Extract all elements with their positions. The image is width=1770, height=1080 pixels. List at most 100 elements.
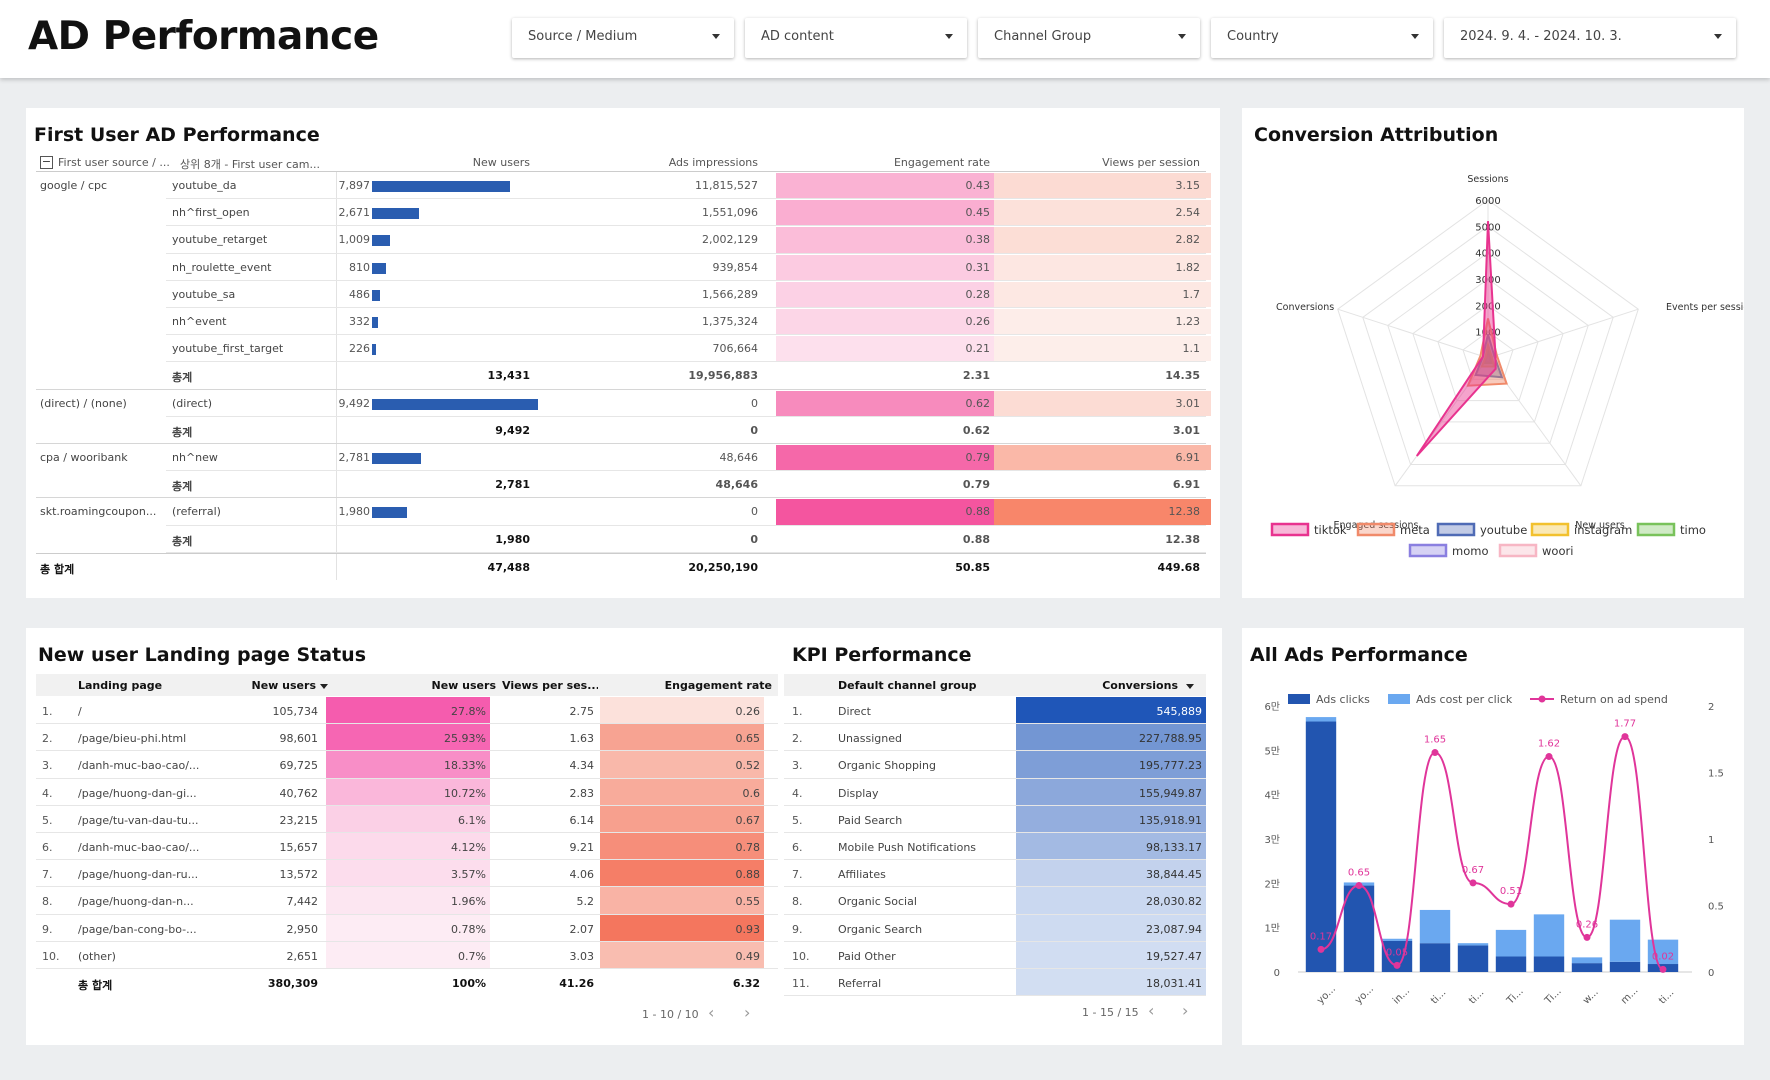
engagement-rate-value: 0.79 <box>962 478 990 492</box>
table-row[interactable]: skt.roamingcoupon... (referral) 1,980 0 0.88… <box>36 498 1211 526</box>
channel-name: Unassigned <box>838 732 902 746</box>
percent-value: 3.57% <box>451 868 486 882</box>
row-divider <box>166 361 1206 363</box>
bar-ads-clicks <box>1571 963 1603 972</box>
new-users-total: 9,492 <box>495 423 530 437</box>
landing-page-cell: /page/tu-van-dau-tu... <box>78 813 199 827</box>
table-row[interactable]: youtube_retarget 1,009 2,002,129 0.38 2.82 <box>36 226 1211 254</box>
views-per-session-value: 3.01 <box>1175 396 1201 410</box>
table-row[interactable]: 5. /page/tu-van-dau-tu... 23,215 6.1% 6.14 0.… <box>36 805 778 833</box>
filter-ad-content[interactable]: AD content <box>745 18 967 58</box>
row-index: 9. <box>792 922 803 936</box>
total-percent: 100% <box>452 977 486 990</box>
table-row[interactable]: cpa / wooribank nh^new 2,781 48,646 0.79 6.91 <box>36 444 1211 472</box>
table-row[interactable]: 10. Paid Other 19,527.47 <box>784 941 1206 969</box>
campaign-cell: (referral) <box>172 505 221 519</box>
column-header-sorted[interactable]: Conversions <box>1102 679 1178 692</box>
table-row[interactable]: 2. /page/bieu-phi.html 98,601 25.93% 1.63 0.6… <box>36 724 778 752</box>
column-header[interactable]: New users <box>431 679 496 692</box>
filter-channel-group[interactable]: Channel Group <box>978 18 1200 58</box>
roas-point <box>1393 961 1401 969</box>
landing-page-cell: /page/bieu-phi.html <box>78 732 187 746</box>
table-row[interactable]: 2. Unassigned 227,788.95 <box>784 724 1206 752</box>
new-users-bar <box>372 208 419 220</box>
chevron-right-icon[interactable]: › <box>744 1003 751 1022</box>
column-header[interactable]: Engagement rate <box>664 679 772 692</box>
views-heat-cell <box>994 227 1211 253</box>
table-row[interactable]: 총계 2,781 48,646 0.79 6.91 <box>36 471 1206 499</box>
table-row[interactable]: youtube_first_target 226 706,664 0.21 1.1 <box>36 335 1211 363</box>
table-row[interactable]: nh_roulette_event 810 939,854 0.31 1.82 <box>36 254 1211 281</box>
column-header[interactable]: First user source / ... <box>58 156 170 169</box>
table-row[interactable]: nh^first_open 2,671 1,551,096 0.45 2.54 <box>36 199 1211 227</box>
column-header[interactable]: Views per ses... <box>502 679 598 692</box>
table-row[interactable]: 1. Direct 545,889 <box>784 697 1206 725</box>
table-row[interactable]: 7. /page/huong-dan-ru... 13,572 3.57% 4.06 0.… <box>36 860 778 888</box>
table-row[interactable]: 3. Organic Shopping 195,777.23 <box>784 751 1206 779</box>
column-header[interactable]: New users <box>472 156 530 169</box>
filter-country[interactable]: Country <box>1211 18 1433 58</box>
bar-ads-clicks <box>1495 956 1527 972</box>
table-row[interactable]: 8. Organic Social 28,030.82 <box>784 887 1206 915</box>
views-per-session-value: 3.15 <box>1175 179 1201 192</box>
table-row[interactable]: 5. Paid Search 135,918.91 <box>784 805 1206 833</box>
column-header[interactable]: Default channel group <box>838 679 977 692</box>
date-range-picker[interactable]: 2024. 9. 4. - 2024. 10. 3. <box>1444 18 1736 58</box>
table-row[interactable]: 10. (other) 2,651 0.7% 3.03 0.49 <box>36 941 778 969</box>
roas-data-label: 1.77 <box>1614 719 1636 730</box>
table-row[interactable]: 총계 1,980 0 0.88 12.38 <box>36 526 1206 553</box>
y-right-tick-label: 0 <box>1708 968 1714 979</box>
table-row[interactable]: 9. Organic Search 23,087.94 <box>784 914 1206 942</box>
engagement-rate-value: 0.21 <box>965 342 991 356</box>
table-row[interactable]: 8. /page/huong-dan-n... 7,442 1.96% 5.2 0.55 <box>36 887 778 915</box>
source-cell: (direct) / (none) <box>40 396 127 410</box>
row-index: 1. <box>792 705 803 718</box>
table-row[interactable]: 9. /page/ban-cong-bo-... 2,950 0.78% 2.07 0.9… <box>36 914 778 942</box>
table-row[interactable]: 6. Mobile Push Notifications 98,133.17 <box>784 833 1206 861</box>
column-header[interactable]: Views per session <box>1102 156 1200 169</box>
filter-source-medium[interactable]: Source / Medium <box>512 18 734 58</box>
chevron-right-icon[interactable]: › <box>1182 1001 1189 1020</box>
table-row[interactable]: 7. Affiliates 38,844.45 <box>784 860 1206 888</box>
column-header[interactable]: 상위 8개 - First user cam... <box>180 158 320 171</box>
sort-desc-icon[interactable] <box>320 684 328 689</box>
percent-heat-cell <box>326 778 490 805</box>
chevron-left-icon[interactable]: ‹ <box>1148 1001 1155 1020</box>
engagement-heat-cell <box>600 914 764 941</box>
column-header-sorted[interactable]: New users <box>251 679 316 692</box>
column-header[interactable]: Ads impressions <box>668 156 758 169</box>
legend-swatch <box>1530 522 1570 537</box>
table-row[interactable]: nh^event 332 1,375,324 0.26 1.23 <box>36 308 1211 336</box>
row-index: 11. <box>792 977 810 990</box>
legend-swatch <box>1270 522 1310 537</box>
conversion-value: 23,087.94 <box>1146 922 1202 936</box>
engagement-heat-cell <box>776 227 994 253</box>
table-row[interactable]: 총계 9,492 0 0.62 3.01 <box>36 417 1206 444</box>
table-row[interactable]: (direct) / (none) (direct) 9,492 0 0.62 3.01 <box>36 390 1211 417</box>
engagement-heat-cell <box>776 173 994 199</box>
table-row[interactable]: google / cpc youtube_da 7,897 11,815,527 0.4… <box>36 172 1211 200</box>
table-row[interactable]: 4. /page/huong-dan-gi... 40,762 10.72% 2.83 0… <box>36 778 778 806</box>
views-per-session-value: 1.82 <box>1175 260 1201 274</box>
sort-desc-icon[interactable] <box>1186 684 1194 689</box>
table-row[interactable]: youtube_sa 486 1,566,289 0.28 1.7 <box>36 281 1211 308</box>
table-row[interactable]: 총계 13,431 19,956,883 2.31 14.35 <box>36 362 1206 390</box>
table-row[interactable]: 11. Referral 18,031.41 <box>784 969 1206 997</box>
column-header[interactable]: Engagement rate <box>893 156 990 169</box>
engagement-rate-value: 0.45 <box>965 206 991 220</box>
conversion-heat-cell <box>1016 751 1206 778</box>
row-index: 5. <box>792 813 803 827</box>
group-divider <box>36 443 1206 444</box>
table-row[interactable]: 3. /danh-muc-bao-cao/... 69,725 18.33% 4.34 0… <box>36 751 778 779</box>
table-row[interactable]: 4. Display 155,949.87 <box>784 778 1206 806</box>
conversion-panel: Conversion Attribution 1000 2000 3000 4000 5… <box>1242 108 1744 598</box>
collapse-icon[interactable]: − <box>40 155 53 169</box>
campaign-cell: nh^event <box>172 315 227 328</box>
column-header[interactable]: Landing page <box>78 679 163 692</box>
table-row[interactable]: 1. / 105,734 27.8% 2.75 0.26 <box>36 697 778 725</box>
new-users-total: 13,431 <box>487 369 530 383</box>
chevron-left-icon[interactable]: ‹ <box>708 1003 715 1022</box>
table-row[interactable]: 6. /danh-muc-bao-cao/... 15,657 4.12% 9.21 0.… <box>36 833 778 861</box>
group-divider <box>36 388 1206 390</box>
radar-grid <box>1437 304 1539 402</box>
